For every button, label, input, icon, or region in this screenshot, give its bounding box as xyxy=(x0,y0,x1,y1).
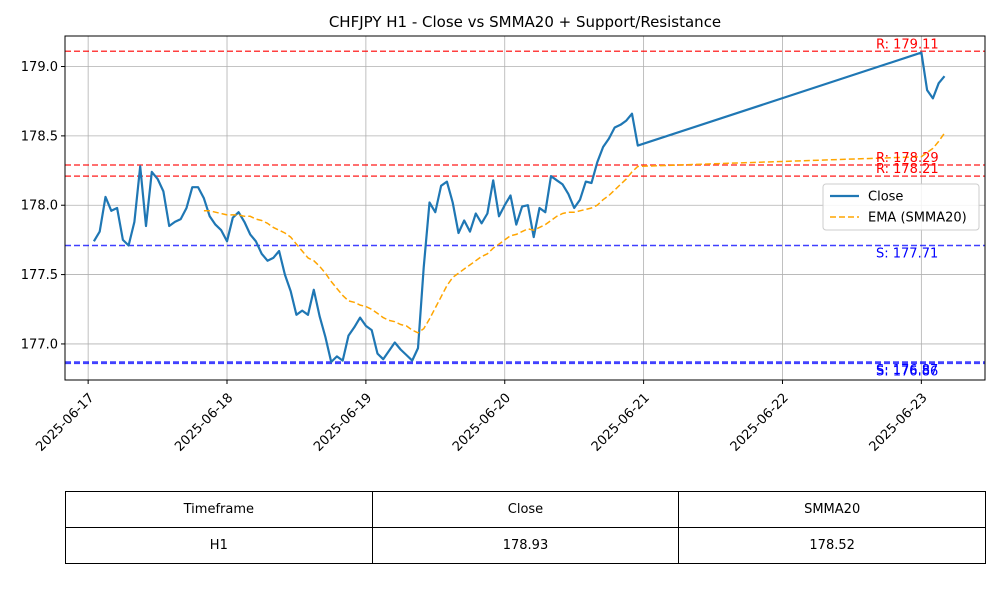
support-label: S: 176.87 xyxy=(876,363,938,378)
smma20-series-line xyxy=(203,132,946,334)
table-header-smma20: SMMA20 xyxy=(678,491,986,528)
legend-box xyxy=(822,183,980,231)
plot-area xyxy=(65,50,985,365)
plot-frame xyxy=(64,35,986,381)
table-header-close: Close xyxy=(371,491,680,528)
x-tick-label: 2025-06-18 xyxy=(172,391,236,455)
x-tick-label: 2025-06-23 xyxy=(867,391,931,455)
table-cell-close: 178.93 xyxy=(371,527,680,564)
table-cell-timeframe: H1 xyxy=(65,527,373,564)
table-row: H1 178.93 178.52 xyxy=(65,527,986,564)
summary-table: Timeframe Close SMMA20 H1 178.93 178.52 xyxy=(65,491,986,564)
y-tick-label: 179.0 xyxy=(21,60,58,75)
close-series-line xyxy=(92,51,946,364)
x-tick-label: 2025-06-22 xyxy=(728,391,792,455)
table-header-timeframe: Timeframe xyxy=(65,491,373,528)
table-cell-smma20: 178.52 xyxy=(678,527,986,564)
legend: Close EMA (SMMA20) xyxy=(822,183,980,231)
y-tick-label: 178.0 xyxy=(21,199,58,214)
y-tick-label: 177.0 xyxy=(21,337,58,352)
legend-label: Close xyxy=(868,190,903,205)
y-tick-label: 178.5 xyxy=(21,129,58,144)
x-tick-label: 2025-06-20 xyxy=(450,391,514,455)
y-tick-label: 177.5 xyxy=(21,268,58,283)
x-tick-label: 2025-06-17 xyxy=(33,391,97,455)
x-tick-label: 2025-06-19 xyxy=(311,391,375,455)
chart-title: CHFJPY H1 - Close vs SMMA20 + Support/Re… xyxy=(329,13,721,31)
support-label: S: 176.86 xyxy=(876,364,938,379)
support-label: S: 177.71 xyxy=(876,246,938,261)
resistance-label: R: 178.29 xyxy=(876,151,939,166)
resistance-label: R: 178.21 xyxy=(876,162,939,177)
resistance-label: R: 179.11 xyxy=(876,37,939,52)
legend-label: EMA (SMMA20) xyxy=(868,211,967,226)
chart: CHFJPY H1 - Close vs SMMA20 + Support/Re… xyxy=(21,13,986,455)
table-header-row: Timeframe Close SMMA20 xyxy=(65,491,986,528)
x-tick-label: 2025-06-21 xyxy=(589,391,653,455)
